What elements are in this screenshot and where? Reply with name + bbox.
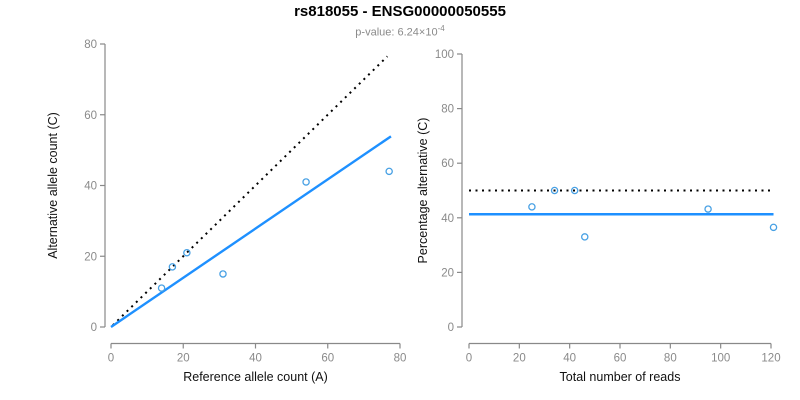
x-tick-label: 0: [466, 353, 472, 365]
identity-line: [112, 55, 389, 326]
x-tick-label: 120: [761, 353, 780, 365]
y-tick-label: 20: [441, 267, 454, 279]
y-tick-label: 80: [441, 104, 454, 116]
data-point: [385, 167, 393, 176]
data-point: [219, 270, 227, 278]
data-point: [157, 284, 166, 292]
x-tick-label: 40: [249, 353, 262, 365]
fitted-proportion-line: [110, 135, 392, 328]
y-tick-label: 80: [84, 39, 97, 51]
x-axis-title: Reference allele count (A): [183, 370, 328, 384]
y-tick-label: 60: [84, 110, 97, 122]
p-value-label: p-value: 6.24×10-4: [0, 22, 800, 40]
y-tick-label: 40: [84, 181, 97, 193]
x-axis-title: Total number of reads: [560, 370, 681, 384]
x-tick-label: 80: [664, 353, 677, 365]
x-tick-label: 60: [614, 353, 627, 365]
p-value-text: p-value: 6.24×10: [355, 26, 438, 39]
y-tick-label: 60: [441, 158, 454, 170]
data-point: [168, 263, 177, 271]
x-tick-label: 100: [711, 353, 730, 365]
x-tick-label: 40: [563, 353, 576, 365]
x-tick-label: 0: [108, 353, 114, 365]
plot-title: rs818055 - ENSG00000050555: [294, 3, 506, 20]
data-point: [528, 203, 536, 211]
y-tick-label: 0: [91, 322, 97, 334]
x-tick-label: 20: [177, 353, 190, 365]
y-tick-label: 40: [441, 213, 454, 225]
y-tick-label: 0: [448, 322, 454, 334]
data-point: [302, 178, 310, 186]
y-axis-title: Percentage alternative (C): [416, 118, 430, 264]
p-value-exponent: -4: [437, 24, 445, 33]
figure-header: rs818055 - ENSG00000050555 p-value: 6.24…: [0, 3, 800, 40]
y-axis-title: Alternative allele count (C): [46, 112, 60, 259]
data-point: [570, 186, 579, 195]
percentage-vs-reads-scatter: 0 20 40 60 80 100 0 20 40 60 80 100 120 Total number …: [416, 49, 781, 384]
allele-counts-scatter: 0 20 40 60 80 0 20 40 60 80 Reference allele count…: [46, 39, 406, 384]
data-point: [183, 248, 191, 257]
data-point: [704, 205, 712, 213]
x-tick-label: 60: [321, 353, 334, 365]
x-tick-label: 80: [394, 353, 407, 365]
x-tick-label: 20: [513, 353, 526, 365]
data-point: [581, 233, 589, 241]
y-tick-label: 20: [84, 251, 97, 263]
data-point: [769, 223, 778, 232]
data-point: [550, 186, 559, 195]
y-tick-label: 100: [435, 49, 454, 61]
